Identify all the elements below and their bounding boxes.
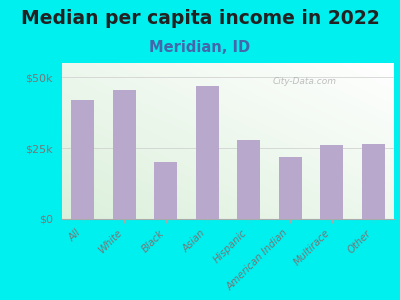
Bar: [113, 90, 136, 219]
Bar: [196, 86, 219, 219]
Bar: [237, 140, 260, 219]
Bar: [71, 100, 94, 219]
Text: Meridian, ID: Meridian, ID: [150, 40, 250, 56]
Bar: [279, 157, 302, 219]
Text: City-Data.com: City-Data.com: [272, 77, 336, 86]
Bar: [154, 162, 177, 219]
Text: Median per capita income in 2022: Median per capita income in 2022: [21, 9, 379, 28]
Bar: [362, 144, 385, 219]
Bar: [320, 145, 343, 219]
